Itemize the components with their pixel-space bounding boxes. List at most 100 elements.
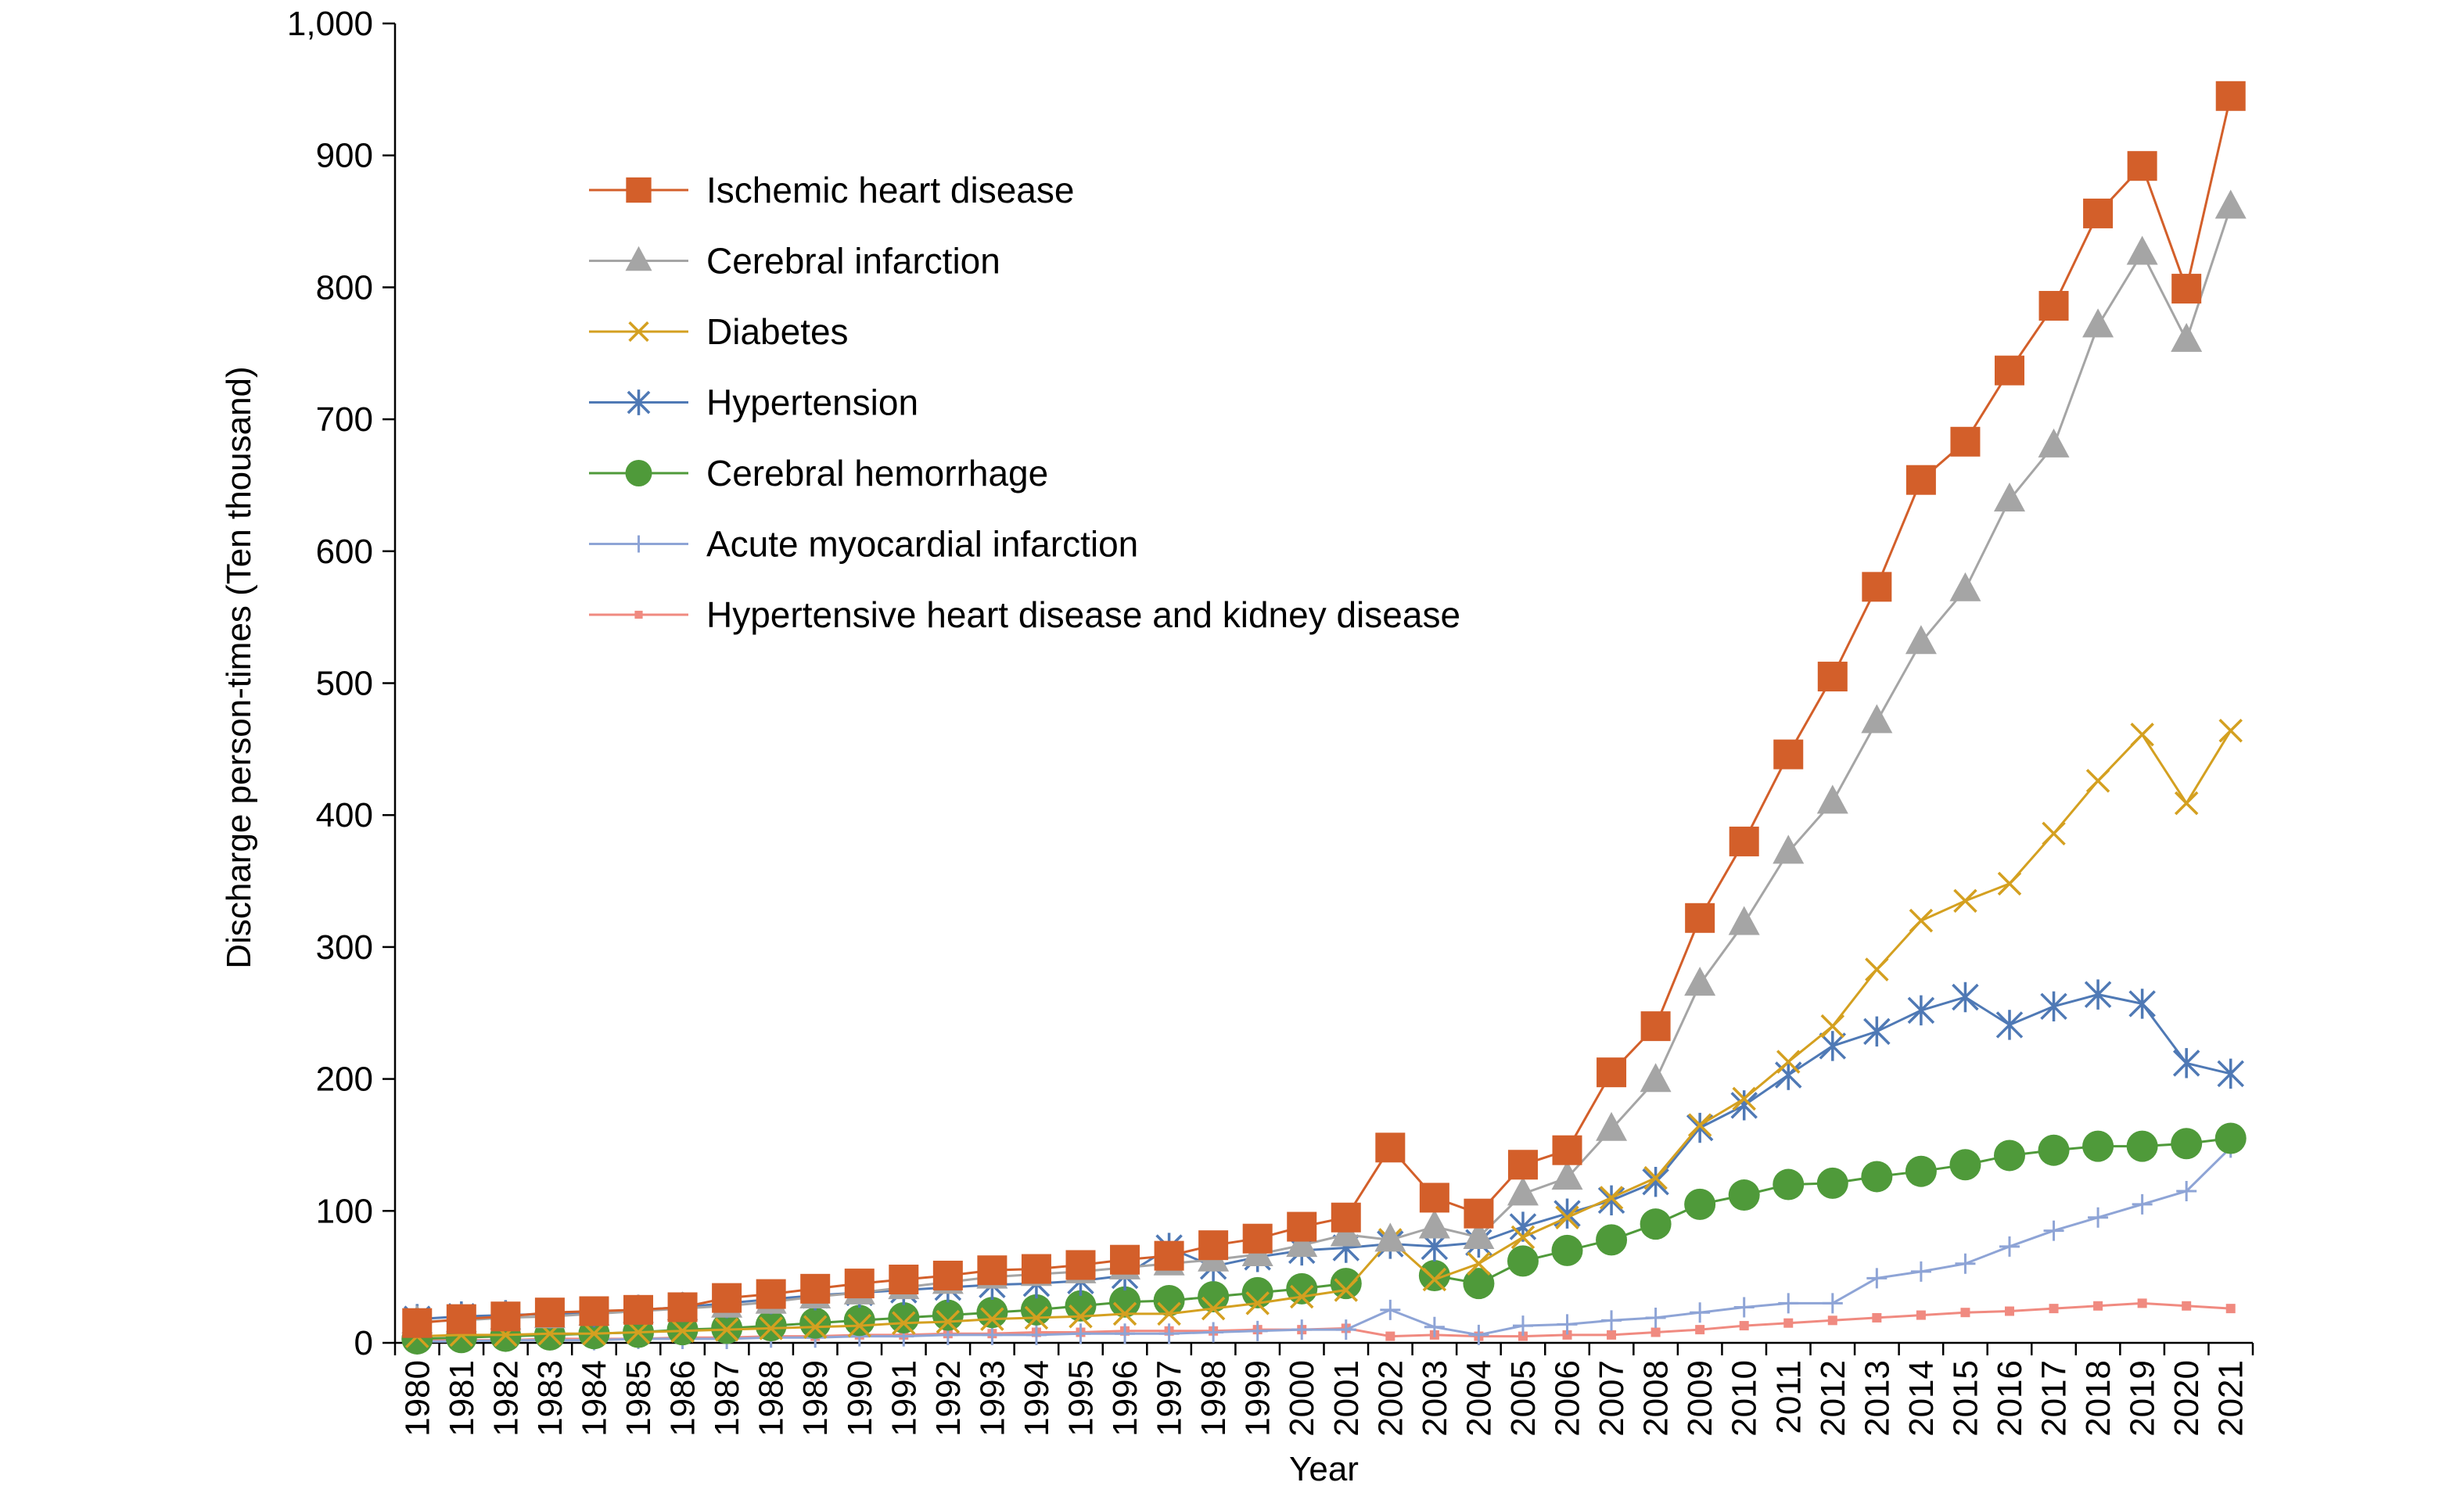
y-tick-label: 0 (354, 1324, 373, 1362)
x-marker (803, 1315, 828, 1339)
asterisk-marker (2128, 989, 2156, 1019)
asterisk-marker (627, 389, 651, 415)
square-marker (2215, 81, 2246, 111)
square-marker (844, 1269, 875, 1299)
series-diabetes (405, 718, 2243, 1348)
plus-marker (1468, 1324, 1489, 1345)
legend-item: Ischemic heart disease (589, 170, 1074, 210)
x-marker (759, 1316, 783, 1340)
circle-marker (1241, 1276, 1273, 1308)
small-square-marker (2049, 1304, 2059, 1314)
plus-marker (2176, 1180, 2197, 1201)
x-marker (1555, 1205, 1579, 1229)
triangle-marker (2214, 189, 2247, 219)
circle-marker (1065, 1290, 1097, 1322)
plus-marker (1733, 1297, 1755, 1318)
square-marker (1198, 1230, 1229, 1261)
circle-marker (2214, 1122, 2247, 1154)
square-marker (1552, 1135, 1582, 1165)
square-marker (1773, 739, 1804, 770)
series-line (417, 95, 2232, 1325)
square-marker (1817, 662, 1848, 692)
small-square-marker (1827, 1315, 1837, 1326)
square-marker (402, 1308, 433, 1338)
triangle-marker (1861, 704, 1893, 734)
x-tick-label: 1987 (708, 1360, 746, 1437)
plus-marker (1557, 1314, 1578, 1335)
x-marker (670, 1319, 695, 1344)
square-marker (1905, 465, 1936, 495)
circle-marker (799, 1307, 832, 1339)
x-tick-label: 2006 (1549, 1360, 1587, 1437)
plus-marker (982, 1324, 1003, 1345)
y-axis-title: Discharge person-times (Ten thousand) (220, 366, 258, 968)
x-marker (2174, 791, 2199, 816)
small-square-marker (1916, 1310, 1926, 1320)
x-tick-label: 1983 (531, 1360, 569, 1437)
x-marker (714, 1317, 739, 1342)
square-marker (1021, 1254, 1051, 1284)
square-marker (2127, 151, 2157, 181)
small-square-marker (1960, 1308, 1970, 1318)
x-marker (1112, 1301, 1137, 1326)
square-marker (2171, 274, 2202, 304)
small-square-marker (1518, 1331, 1528, 1341)
x-tick-label: 1998 (1194, 1360, 1233, 1437)
x-tick-label: 2017 (2035, 1360, 2074, 1437)
x-marker (1865, 957, 1889, 982)
x-tick-label: 2005 (1504, 1360, 1543, 1437)
circle-marker (1949, 1149, 1981, 1181)
x-marker (628, 321, 649, 343)
x-marker (2085, 769, 2110, 793)
x-marker (1997, 871, 2022, 896)
x-marker (936, 1309, 961, 1334)
x-tick-label: 1986 (664, 1360, 702, 1437)
triangle-marker (1640, 1063, 1672, 1093)
x-tick-label: 2001 (1327, 1360, 1366, 1437)
asterisk-marker (1819, 1031, 1847, 1061)
y-tick-label: 100 (316, 1192, 373, 1230)
small-square-marker (1607, 1330, 1617, 1340)
circle-marker (1463, 1268, 1495, 1300)
circle-marker (2082, 1130, 2114, 1162)
x-tick-label: 1995 (1061, 1360, 1100, 1437)
legend-label: Ischemic heart disease (706, 170, 1074, 210)
x-tick-label: 1982 (487, 1360, 525, 1437)
circle-marker (1109, 1286, 1141, 1318)
square-marker (446, 1304, 476, 1334)
plus-marker (1866, 1268, 1888, 1289)
triangle-marker (2171, 322, 2203, 352)
plus-marker (1955, 1253, 1976, 1274)
x-marker (1732, 1086, 1756, 1111)
square-marker (1640, 1011, 1671, 1042)
circle-marker (888, 1301, 920, 1333)
legend-label: Hypertension (706, 382, 918, 423)
plus-marker (1645, 1307, 1666, 1328)
square-marker (579, 1296, 609, 1326)
circle-marker (843, 1305, 875, 1337)
x-tick-label: 2016 (1991, 1360, 2029, 1437)
plus-marker (630, 535, 648, 553)
x-marker (892, 1311, 916, 1335)
plus-marker (1025, 1324, 1047, 1345)
circle-marker (1684, 1188, 1716, 1220)
asterisk-marker (1597, 1185, 1625, 1215)
asterisk-marker (2172, 1048, 2200, 1078)
asterisk-marker (2084, 979, 2112, 1010)
square-marker (932, 1260, 963, 1290)
triangle-marker (1773, 834, 1805, 864)
y-tick-label: 1,000 (287, 5, 373, 43)
small-square-marker (1695, 1325, 1705, 1335)
series-line (417, 730, 2232, 1338)
x-marker (847, 1313, 871, 1338)
asterisk-marker (1775, 1060, 1802, 1090)
x-marker (1289, 1284, 1314, 1309)
square-marker (1154, 1240, 1184, 1271)
x-tick-label: 1980 (398, 1360, 436, 1437)
square-marker (1065, 1250, 1096, 1280)
circle-marker (1773, 1168, 1805, 1201)
x-marker (1245, 1291, 1270, 1315)
small-square-marker (1739, 1321, 1749, 1331)
triangle-marker (1816, 784, 1848, 814)
